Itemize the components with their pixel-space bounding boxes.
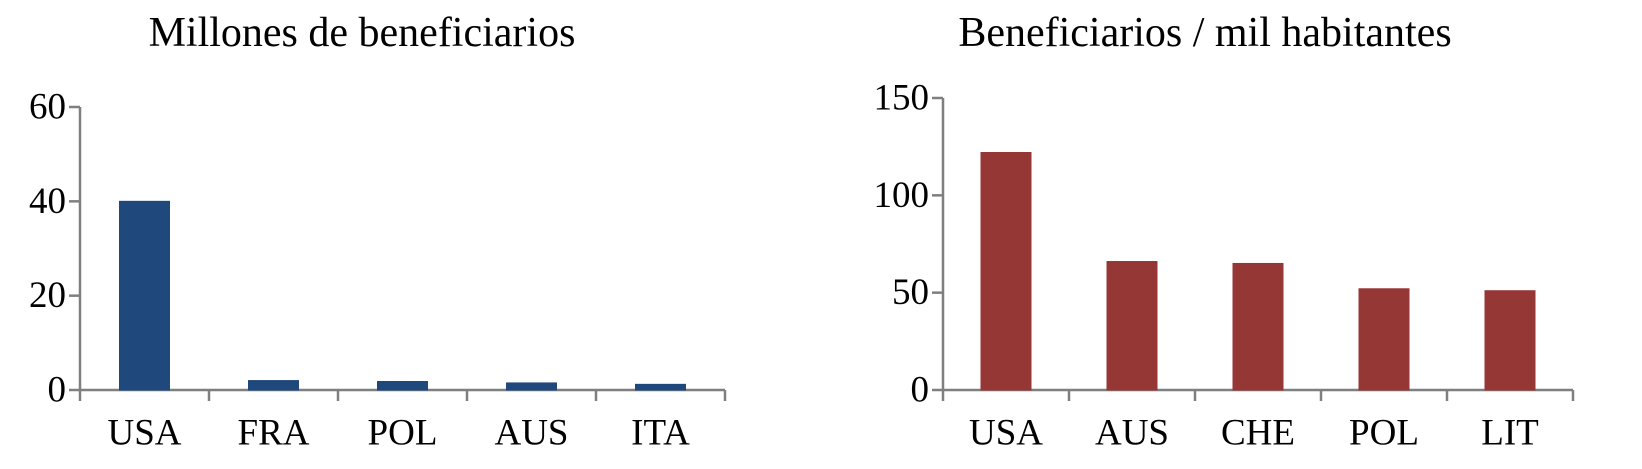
chart2-category-label: LIT	[1481, 413, 1539, 454]
chart1-bar	[635, 383, 686, 391]
chart2-y-tick-label: 50	[892, 272, 929, 313]
chart1-category-label: POL	[368, 413, 438, 454]
chart2-category-label: POL	[1349, 413, 1419, 454]
chart1-y-tick-label: 20	[29, 275, 66, 316]
chart2-y-tick-label: 0	[911, 370, 930, 411]
chart2-category-label: CHE	[1221, 413, 1295, 454]
chart2-y-tick-label: 150	[874, 78, 930, 119]
chart1-category-label: FRA	[238, 413, 310, 454]
chart1-title: Millones de beneficiarios	[149, 10, 576, 56]
chart2-bar	[1484, 290, 1536, 391]
chart1-category-label: ITA	[631, 413, 690, 454]
chart1-bar	[119, 200, 170, 391]
chart1-category-label: AUS	[494, 413, 568, 454]
chart2-title: Beneficiarios / mil habitantes	[958, 10, 1451, 56]
chart2-bar	[1106, 261, 1158, 391]
chart2-bar	[980, 152, 1032, 391]
chart2-y-tick-label: 100	[874, 175, 930, 216]
chart1-y-tick-label: 40	[29, 181, 66, 222]
chart2-category-label: AUS	[1095, 413, 1169, 454]
chart1-bar	[506, 382, 557, 391]
chart1-y-tick-label: 60	[29, 87, 66, 128]
chart1-bar	[377, 381, 428, 391]
chart1-y-tick-label: 0	[48, 370, 67, 411]
chart2-bar	[1232, 262, 1284, 391]
chart2-bar	[1358, 288, 1410, 391]
chart1-bar	[248, 380, 299, 391]
chart1-category-label: USA	[107, 413, 181, 454]
chart2-category-label: USA	[969, 413, 1043, 454]
